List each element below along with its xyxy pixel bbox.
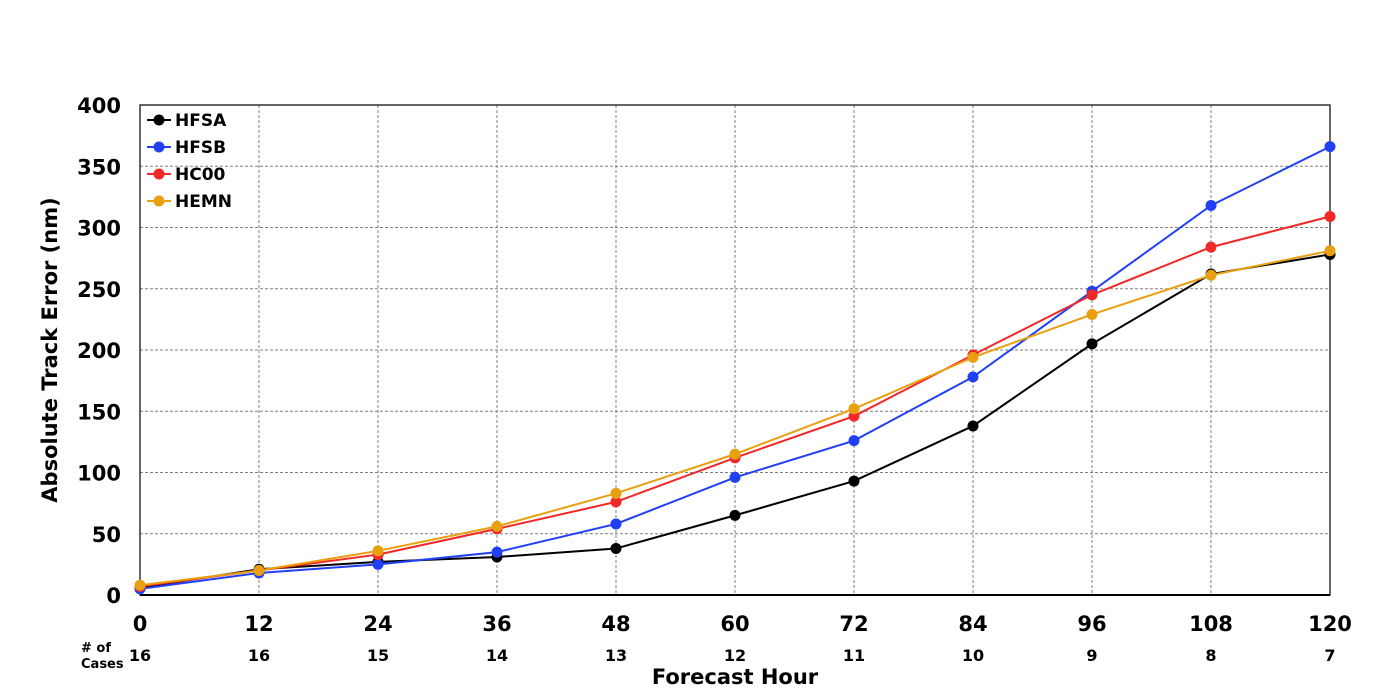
legend-item-hemn: HEMN bbox=[147, 192, 232, 212]
x-tick-label: 84 bbox=[958, 612, 987, 636]
y-tick-label: 400 bbox=[77, 94, 121, 118]
legend-label: HEMN bbox=[175, 192, 232, 212]
cases-label-line2: Cases bbox=[81, 657, 124, 672]
data-point bbox=[491, 546, 503, 558]
data-point bbox=[848, 475, 860, 487]
data-point bbox=[1205, 199, 1217, 211]
series-hemn bbox=[134, 245, 1336, 591]
legend-label: HFSB bbox=[175, 138, 226, 158]
data-point bbox=[967, 371, 979, 383]
data-point bbox=[1324, 210, 1336, 222]
data-point bbox=[372, 545, 384, 557]
data-point bbox=[729, 471, 741, 483]
case-count: 15 bbox=[367, 646, 389, 665]
x-tick-label: 72 bbox=[839, 612, 868, 636]
y-tick-label: 0 bbox=[106, 584, 121, 608]
legend-label: HFSA bbox=[175, 111, 227, 131]
y-axis-title: Absolute Track Error (nm) bbox=[38, 197, 62, 502]
data-point bbox=[610, 496, 622, 508]
x-tick-label: 120 bbox=[1308, 612, 1352, 636]
data-point bbox=[491, 520, 503, 532]
x-tick-label: 48 bbox=[601, 612, 630, 636]
x-tick-label: 96 bbox=[1077, 612, 1106, 636]
data-point bbox=[1324, 141, 1336, 153]
data-point bbox=[610, 487, 622, 499]
legend-marker bbox=[153, 168, 165, 180]
data-point bbox=[610, 542, 622, 554]
case-count: 8 bbox=[1205, 646, 1216, 665]
case-count: 16 bbox=[129, 646, 151, 665]
data-point bbox=[1086, 308, 1098, 320]
grid-lines bbox=[140, 105, 1330, 595]
data-point bbox=[372, 558, 384, 570]
data-point bbox=[1324, 245, 1336, 257]
x-tick-label: 12 bbox=[244, 612, 273, 636]
cases-label-line1: # of bbox=[81, 641, 111, 656]
x-tick-label: 0 bbox=[133, 612, 148, 636]
legend: HFSA HFSB HC00 HEMN bbox=[147, 111, 232, 212]
data-point bbox=[1086, 289, 1098, 301]
case-count: 14 bbox=[486, 646, 508, 665]
y-tick-label: 100 bbox=[77, 462, 121, 486]
case-count: 10 bbox=[962, 646, 984, 665]
x-tick-label: 60 bbox=[720, 612, 749, 636]
legend-item-hfsa: HFSA bbox=[147, 111, 227, 131]
data-point bbox=[729, 509, 741, 521]
data-point bbox=[1205, 241, 1217, 253]
data-point bbox=[967, 351, 979, 363]
case-count: 9 bbox=[1086, 646, 1097, 665]
case-count: 7 bbox=[1324, 646, 1335, 665]
case-count: 16 bbox=[248, 646, 270, 665]
series-layer bbox=[134, 141, 1336, 595]
data-point bbox=[253, 565, 265, 576]
y-tick-label: 50 bbox=[92, 523, 121, 547]
data-point bbox=[1205, 269, 1217, 281]
data-point bbox=[729, 448, 741, 460]
legend-item-hfsb: HFSB bbox=[147, 138, 226, 158]
y-tick-label: 200 bbox=[77, 339, 121, 363]
cases-row: # of Cases 16 16 15 14 13 12 11 10 9 8 7 bbox=[81, 641, 1336, 672]
legend-label: HC00 bbox=[175, 165, 226, 185]
y-tick-label: 150 bbox=[77, 400, 121, 424]
y-tick-label: 300 bbox=[77, 217, 121, 241]
data-point bbox=[1086, 338, 1098, 350]
case-count: 12 bbox=[724, 646, 746, 665]
legend-marker bbox=[153, 195, 165, 207]
data-point bbox=[848, 435, 860, 447]
x-tick-label: 36 bbox=[482, 612, 511, 636]
y-tick-label: 350 bbox=[77, 155, 121, 179]
y-tick-labels: 0 50 100 150 200 250 300 350 400 bbox=[77, 94, 121, 608]
case-count: 11 bbox=[843, 646, 865, 665]
x-tick-labels: 0 12 24 36 48 60 72 84 96 108 120 bbox=[133, 612, 1352, 636]
legend-marker bbox=[153, 141, 165, 153]
data-point bbox=[134, 579, 146, 591]
x-tick-label: 108 bbox=[1189, 612, 1233, 636]
case-count: 13 bbox=[605, 646, 627, 665]
x-tick-label: 24 bbox=[363, 612, 392, 636]
legend-marker bbox=[153, 114, 165, 126]
y-tick-label: 250 bbox=[77, 278, 121, 302]
legend-item-hc00: HC00 bbox=[147, 165, 226, 185]
x-axis-title: Forecast Hour bbox=[652, 665, 819, 689]
data-point bbox=[610, 518, 622, 530]
data-point bbox=[967, 420, 979, 432]
data-point bbox=[848, 403, 860, 415]
